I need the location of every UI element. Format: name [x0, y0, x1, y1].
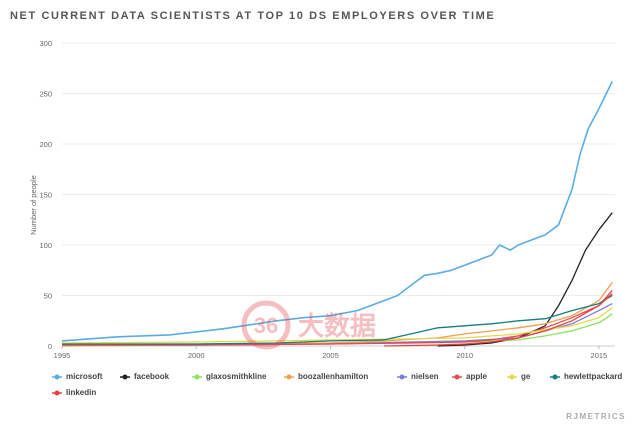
x-tick-label: 2010 — [456, 351, 473, 360]
series-line-hewlettpackard — [62, 294, 613, 345]
legend-item-nielsen[interactable]: nielsen — [397, 372, 439, 381]
legend-marker-icon — [550, 374, 560, 379]
series-line-facebook — [437, 212, 613, 347]
y-tick-label: 250 — [39, 90, 52, 99]
legend-marker-icon — [284, 374, 294, 379]
y-axis-ticks: 0 50 100 150 200 250 300 — [39, 39, 52, 351]
legend-item-boozallenhamilton[interactable]: boozallenhamilton — [284, 372, 368, 381]
legend-label: nielsen — [411, 372, 439, 381]
watermark-text: 大数据 — [298, 312, 376, 342]
brand-logo-text: RJMETRICS — [566, 412, 626, 421]
legend-marker-icon — [120, 374, 130, 379]
x-axis-ticks: 1995 2000 2005 2010 2015 — [54, 346, 608, 360]
legend-marker-icon — [452, 374, 462, 379]
series-line-ge — [61, 307, 613, 344]
legend-label: microsoft — [66, 372, 103, 381]
legend-item-facebook[interactable]: facebook — [120, 372, 169, 381]
legend-item-glaxosmithkline[interactable]: glaxosmithkline — [192, 372, 266, 381]
legend-label: boozallenhamilton — [298, 372, 369, 381]
series-line-boozallenhamilton — [61, 282, 613, 347]
y-axis-label: Number of people — [29, 175, 38, 235]
legend-marker-icon — [507, 374, 517, 379]
legend-marker-icon — [52, 390, 62, 395]
legend-item-linkedin[interactable]: linkedin — [52, 388, 96, 397]
legend-marker-icon — [192, 374, 202, 379]
x-tick-label: 1995 — [54, 351, 71, 360]
x-tick-label: 2015 — [591, 351, 608, 360]
series-line-linkedin — [384, 293, 613, 347]
legend-label: ge — [521, 372, 531, 381]
legend-label: glaxosmithkline — [206, 372, 267, 381]
legend-item-microsoft[interactable]: microsoft — [52, 372, 102, 381]
legend-label: linkedin — [66, 388, 97, 397]
legend-label: facebook — [134, 372, 170, 381]
series-lines — [61, 81, 614, 347]
y-tick-label: 0 — [48, 342, 52, 351]
series-line-apple — [62, 289, 613, 346]
series-line-microsoft — [61, 81, 614, 342]
legend-item-hewlettpackard[interactable]: hewlettpackard — [550, 372, 622, 381]
legend-marker-icon — [52, 374, 62, 379]
legend-item-ge[interactable]: ge — [507, 372, 530, 381]
y-tick-label: 50 — [44, 292, 52, 301]
legend-item-apple[interactable]: apple — [452, 372, 487, 381]
gridlines — [62, 42, 615, 347]
y-tick-label: 100 — [39, 241, 52, 250]
x-tick-label: 2005 — [322, 351, 339, 360]
legend-marker-icon — [397, 374, 407, 379]
y-tick-label: 300 — [39, 39, 52, 48]
y-tick-label: 150 — [39, 191, 52, 200]
x-tick-label: 2000 — [188, 351, 205, 360]
legend-label: apple — [466, 372, 487, 381]
chart-title: NET CURRENT DATA SCIENTISTS AT TOP 10 DS… — [10, 10, 496, 22]
legend-label: hewlettpackard — [564, 372, 623, 381]
watermark: 36 大数据 — [240, 300, 410, 350]
watermark-number: 36 — [254, 313, 278, 338]
y-tick-label: 200 — [39, 140, 52, 149]
